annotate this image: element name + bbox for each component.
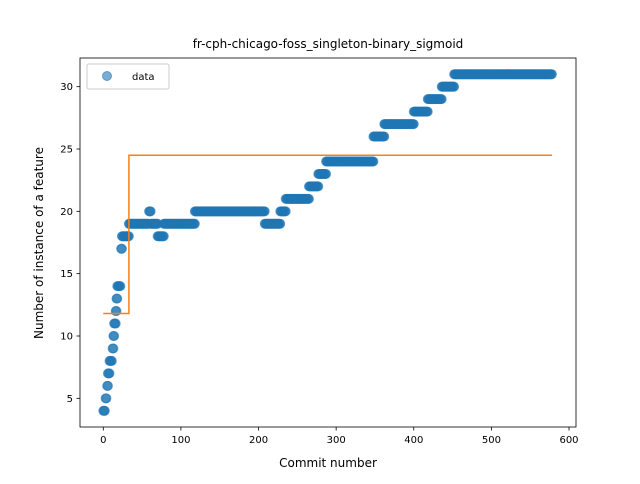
data-point bbox=[159, 232, 168, 241]
data-point bbox=[380, 132, 389, 141]
y-tick-label: 5 bbox=[67, 394, 73, 405]
legend-label-data: data bbox=[132, 72, 155, 83]
data-point bbox=[110, 332, 119, 341]
data-point bbox=[105, 369, 114, 378]
data-point bbox=[437, 95, 446, 104]
x-tick-label: 400 bbox=[404, 435, 423, 446]
data-point bbox=[102, 394, 111, 403]
data-point bbox=[100, 406, 109, 415]
data-point bbox=[547, 70, 556, 79]
data-point bbox=[281, 207, 290, 216]
data-point bbox=[322, 169, 331, 178]
y-axis-label: Number of instance of a feature bbox=[32, 147, 46, 339]
data-point bbox=[111, 319, 120, 328]
data-point bbox=[409, 120, 418, 129]
data-point bbox=[369, 157, 378, 166]
y-tick-label: 20 bbox=[60, 207, 73, 218]
x-axis-label: Commit number bbox=[279, 456, 377, 470]
chart-title: fr-cph-chicago-foss_singleton-binary_sig… bbox=[193, 37, 464, 51]
legend-box bbox=[87, 64, 169, 89]
data-point bbox=[304, 194, 313, 203]
y-tick-label: 25 bbox=[60, 145, 73, 156]
data-point bbox=[113, 294, 122, 303]
x-tick-label: 300 bbox=[327, 435, 346, 446]
x-tick-label: 100 bbox=[171, 435, 190, 446]
legend: data bbox=[87, 64, 169, 89]
data-point bbox=[107, 356, 116, 365]
y-tick-label: 15 bbox=[60, 269, 73, 280]
data-point bbox=[117, 244, 126, 253]
data-point bbox=[190, 219, 199, 228]
data-point bbox=[109, 344, 118, 353]
x-tick-label: 600 bbox=[559, 435, 578, 446]
data-point bbox=[314, 182, 323, 191]
data-point bbox=[423, 107, 432, 116]
x-tick-label: 200 bbox=[249, 435, 268, 446]
data-point bbox=[260, 207, 269, 216]
data-point bbox=[276, 219, 285, 228]
y-tick-label: 30 bbox=[60, 82, 73, 93]
data-point bbox=[116, 282, 125, 291]
data-point bbox=[450, 82, 459, 91]
legend-marker-data bbox=[103, 72, 112, 81]
x-tick-label: 500 bbox=[482, 435, 501, 446]
x-tick-label: 0 bbox=[100, 435, 106, 446]
data-point bbox=[146, 207, 155, 216]
data-point bbox=[103, 381, 112, 390]
y-tick-label: 10 bbox=[60, 331, 73, 342]
